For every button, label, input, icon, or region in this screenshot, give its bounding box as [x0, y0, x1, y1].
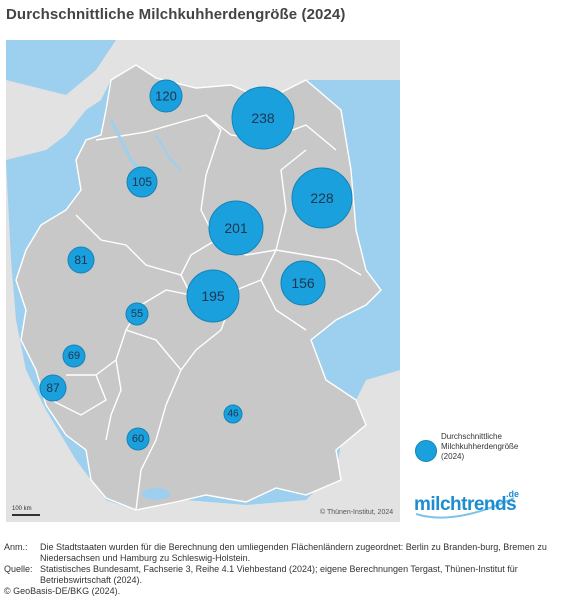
- page-title: Durchschnittliche Milchkuhherdengröße (2…: [6, 6, 346, 23]
- footnotes: Anm.: Die Stadtstaaten wurden für die Be…: [4, 542, 564, 597]
- coast-inlet: [109, 119, 143, 172]
- bubble-mecklenburg-vorpommern: 238: [231, 86, 295, 150]
- neighbour-land: [6, 40, 400, 160]
- bubble-label: 69: [68, 350, 80, 362]
- circle-icon: [415, 440, 437, 462]
- bubble-brandenburg: 228: [291, 167, 353, 229]
- bubble-bayern: 46: [223, 404, 243, 424]
- scale-label: 100 km: [12, 506, 32, 512]
- bubble-label: 81: [74, 253, 88, 267]
- bubble-saarland: 87: [39, 374, 67, 402]
- bubble-hessen: 55: [125, 302, 149, 326]
- legend: Durchschnittliche Milchkuhherdengröße (2…: [415, 432, 565, 472]
- brand-swoosh: [415, 497, 515, 519]
- bubble-label: 228: [310, 190, 334, 206]
- bubble-label: 201: [224, 220, 248, 236]
- brand-name: milchtrends: [414, 494, 517, 515]
- legend-label-line3: (2024): [441, 452, 465, 461]
- note-quelle-key: Quelle:: [4, 564, 33, 574]
- map-copyright: © Thünen-Institut, 2024: [320, 509, 394, 516]
- bubble-label: 55: [131, 308, 143, 320]
- bubble-label: 46: [227, 409, 239, 420]
- note-quelle: Quelle: Statistisches Bundesamt, Fachser…: [4, 564, 564, 586]
- bubble-sachsen: 156: [280, 260, 326, 306]
- bubble-label: 156: [291, 275, 315, 291]
- lake-constance: [142, 488, 170, 500]
- scale-bar: [12, 514, 40, 516]
- bubble-label: 60: [132, 433, 144, 445]
- bubble-niedersachsen: 105: [126, 166, 158, 198]
- legend-label-line2: Milchkuhherdengröße: [441, 442, 519, 451]
- legend-label: Durchschnittliche Milchkuhherdengröße (2…: [441, 432, 561, 462]
- bubble-baden-wuerttemberg: 60: [126, 427, 150, 451]
- brand-logo: milchtrends .de: [414, 484, 524, 524]
- bubble-label: 195: [201, 288, 225, 304]
- bubbles: 120 238 105 228 201 81: [39, 79, 353, 451]
- bubble-thueringen: 195: [186, 269, 240, 323]
- note-anm-text: Die Stadtstaaten wurden für die Berechnu…: [40, 542, 547, 563]
- map-svg: 120 238 105 228 201 81: [6, 40, 400, 522]
- bubble-label: 105: [132, 175, 152, 189]
- legend-label-line1: Durchschnittliche: [441, 432, 502, 441]
- note-quelle-text: Statistisches Bundesamt, Fachserie 3, Re…: [40, 564, 518, 585]
- elbe-inlet: [155, 134, 182, 171]
- bubble-sachsen-anhalt: 201: [208, 200, 264, 256]
- bubble-label: 120: [155, 89, 177, 104]
- neighbour-land-south: [6, 160, 400, 522]
- brand-suffix: .de: [506, 489, 520, 499]
- note-geobasis: © GeoBasis-DE/BKG (2024).: [4, 586, 121, 596]
- bubble-schleswig-holstein: 120: [149, 79, 183, 113]
- bubble-label: 238: [251, 110, 275, 126]
- scale-bar-group: 100 km: [12, 506, 72, 516]
- note-anm-key: Anm.:: [4, 542, 28, 552]
- bubble-rheinland-pfalz: 69: [62, 344, 86, 368]
- note-anm: Anm.: Die Stadtstaaten wurden für die Be…: [4, 542, 564, 564]
- germany-map: 120 238 105 228 201 81: [6, 40, 400, 522]
- bubble-label: 87: [46, 381, 60, 395]
- bubble-nordrhein-westfalen: 81: [67, 246, 95, 274]
